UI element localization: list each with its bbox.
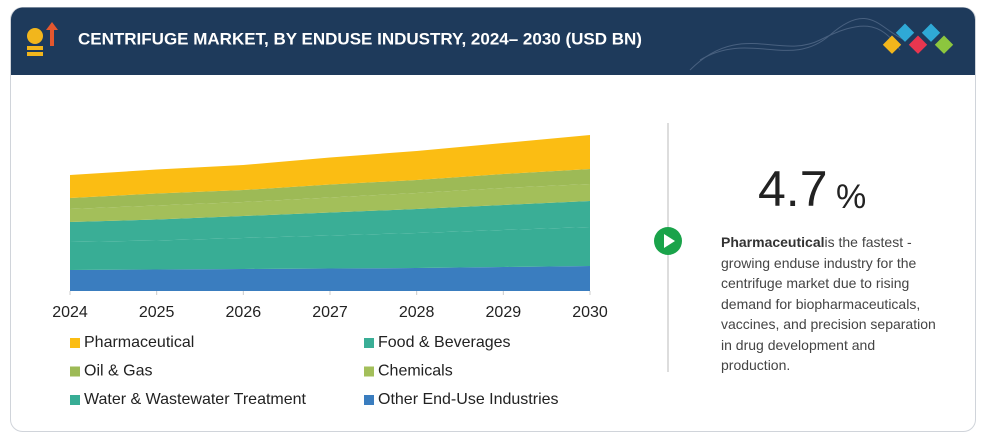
- x-tick-label: 2029: [486, 304, 522, 321]
- header-bar: [10, 7, 975, 75]
- area: [70, 169, 590, 209]
- legend-label: Pharmaceutical: [84, 334, 194, 351]
- legend-swatch: [364, 338, 374, 348]
- legend-swatch: [364, 395, 374, 405]
- legend-label: Other End-Use Industries: [378, 391, 559, 408]
- x-tick-label: 2027: [312, 304, 348, 321]
- legend-label: Chemicals: [378, 363, 453, 380]
- x-tick-label: 2030: [572, 304, 608, 321]
- legend-label: Food & Beverages: [378, 334, 511, 351]
- legend-swatch: [70, 338, 80, 348]
- legend-swatch: [70, 366, 80, 377]
- area: [70, 266, 590, 291]
- area: [70, 184, 590, 222]
- chart-title: CENTRIFUGE MARKET, BY ENDUSE INDUSTRY, 2…: [78, 29, 642, 48]
- header-icon: [27, 22, 58, 56]
- insight-text-block: Pharmaceuticalis the fastest - growing e…: [721, 232, 946, 376]
- legend-swatch: [70, 395, 80, 405]
- cagr-value: 4.7: [758, 161, 828, 217]
- insight-segment: Pharmaceutical: [721, 234, 825, 250]
- area: [70, 135, 590, 198]
- insight-text: is the fastest - growing enduse industry…: [721, 234, 936, 373]
- x-tick-label: 2028: [399, 304, 435, 321]
- cagr-unit: %: [836, 178, 866, 216]
- x-tick-label: 2025: [139, 304, 175, 321]
- insight-box: Pharmaceuticalis the fastest - growing e…: [721, 232, 946, 376]
- x-tick-label: 2026: [226, 304, 262, 321]
- play-arrow: [664, 234, 675, 248]
- area: [70, 201, 590, 242]
- legend-label: Water & Wastewater Treatment: [84, 391, 307, 408]
- header-decoration: [689, 18, 954, 71]
- legend-label: Oil & Gas: [84, 363, 152, 380]
- legend-swatch: [364, 366, 374, 377]
- area: [70, 227, 590, 270]
- x-tick-label: 2024: [52, 304, 88, 321]
